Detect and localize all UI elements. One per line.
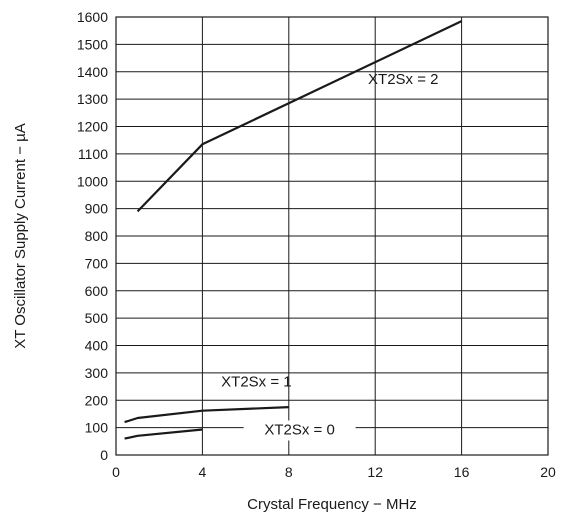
y-tick-label: 1400 [77, 64, 108, 80]
series-label: XT2Sx = 2 [368, 71, 438, 88]
x-axis-title: Crystal Frequency − MHz [247, 496, 417, 513]
x-tick-label: 20 [540, 464, 556, 480]
y-tick-label: 1000 [77, 173, 108, 189]
y-tick-labels: 0 100 200 300 400 500 600 700 800 900 1000 1100 1200… [77, 9, 108, 463]
series-label-mask [243, 420, 356, 441]
series-lines [124, 20, 463, 440]
y-tick-label: 1100 [78, 146, 108, 162]
y-tick-label: 0 [100, 447, 108, 463]
series-line [124, 428, 203, 440]
plot-frame [115, 16, 549, 456]
y-tick-label: 1200 [77, 119, 108, 135]
y-tick-label: 500 [85, 310, 109, 326]
y-tick-label: 1600 [77, 9, 108, 25]
series-line [136, 20, 463, 213]
series-label: XT2Sx = 1 [221, 374, 291, 391]
x-tick-label: 8 [285, 464, 293, 480]
y-tick-label: 1500 [77, 36, 108, 52]
y-tick-label: 100 [85, 420, 109, 436]
y-tick-label: 800 [85, 228, 109, 244]
y-tick-label: 1300 [77, 91, 108, 107]
y-tick-label: 400 [85, 338, 109, 354]
series-line [124, 406, 289, 424]
x-tick-label: 16 [454, 464, 470, 480]
x-tick-label: 12 [367, 464, 383, 480]
y-tick-label: 300 [85, 365, 109, 381]
series-label: XT2Sx = 0 [264, 421, 334, 438]
series-labels: XT2Sx = 2 XT2Sx = 1 XT2Sx = 0 [221, 71, 439, 441]
y-tick-label: 700 [85, 255, 109, 271]
x-tick-labels: 0 4 8 12 16 20 [112, 464, 556, 480]
x-tick-label: 0 [112, 464, 120, 480]
y-axis-title: XT Oscillator Supply Current − µA [12, 123, 29, 349]
y-tick-label: 600 [85, 283, 109, 299]
x-tick-label: 4 [199, 464, 207, 480]
y-tick-label: 200 [85, 392, 109, 408]
y-tick-label: 900 [85, 201, 109, 217]
